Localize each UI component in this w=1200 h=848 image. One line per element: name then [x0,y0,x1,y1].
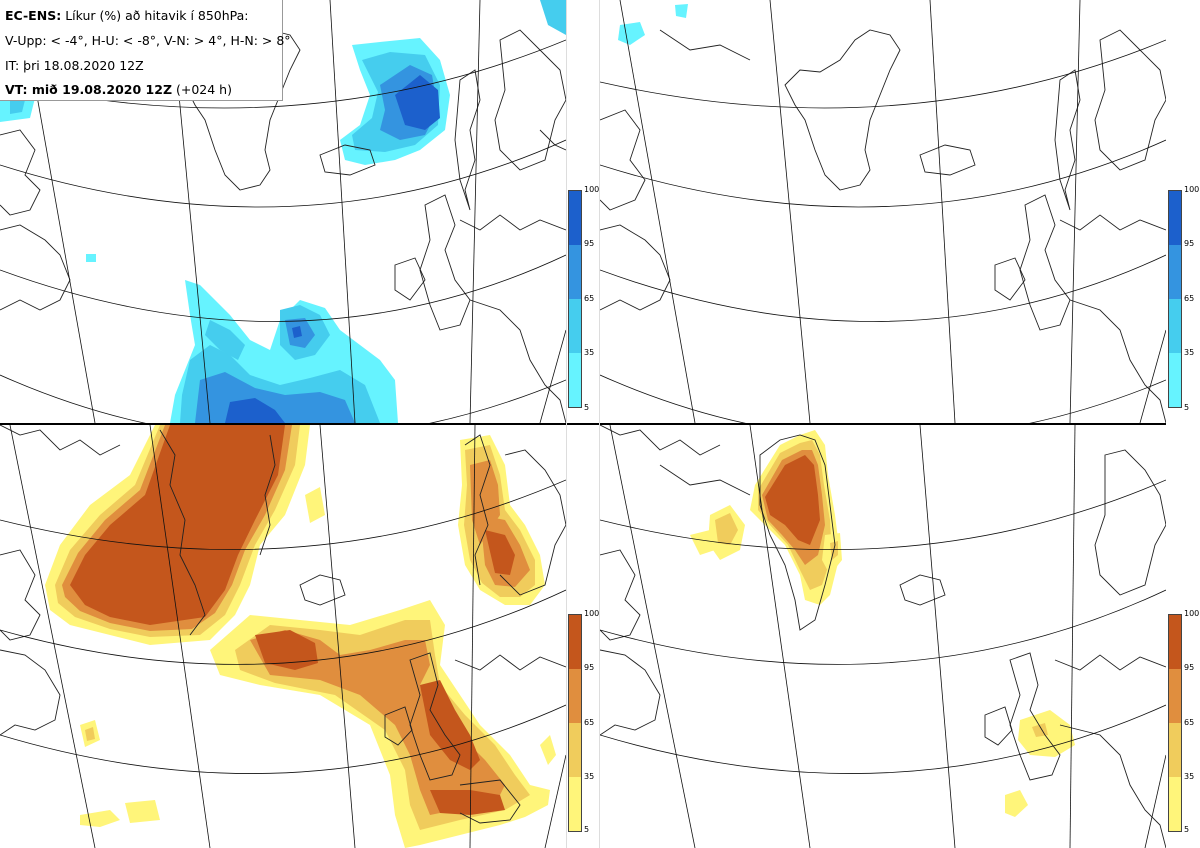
cbar-tick: 65 [584,718,595,727]
cbar-tick: 100 [1184,185,1200,194]
colorbar-top-right-ticks: 100 95 65 35 5 [1184,186,1200,412]
probability-shading [0,0,566,423]
colorbar-bottom-left-ticks: 100 95 65 35 5 [584,610,614,836]
panel-divider-vertical-right [599,0,600,848]
cbar-tick: 100 [584,609,600,618]
graticule [0,425,566,848]
cbar-tick: 95 [1184,239,1195,248]
map-panel-bottom-right [600,425,1166,848]
colorbar-bottom-right-ticks: 100 95 65 35 5 [1184,610,1200,836]
map-panel-top-left: EC-ENS: Líkur (%) að hitavik í 850hPa: V… [0,0,566,423]
map-panel-top-right [600,0,1166,423]
cbar-tick: 65 [1184,294,1195,303]
probability-shading [690,430,1075,817]
cbar-tick: 95 [584,663,595,672]
coastlines [0,425,566,824]
info-line-valid-time: VT: mið 19.08.2020 12Z (+024 h) [5,82,232,97]
colorbar-top-left-ticks: 100 95 65 35 5 [584,186,614,412]
graticule [600,425,1166,848]
colorbar-bottom-left [568,614,582,832]
cbar-tick: 35 [584,348,595,357]
cbar-tick: 5 [584,403,590,412]
info-line-init-time: IT: þri 18.08.2020 12Z [5,58,144,73]
cbar-tick: 35 [1184,348,1195,357]
cbar-tick: 35 [584,772,595,781]
probability-shading [618,4,688,45]
probability-shading [45,425,556,848]
panel-divider-horizontal [0,423,1166,425]
map-bottom-left [0,425,566,848]
map-top-left [0,0,566,423]
cbar-tick: 5 [1184,403,1190,412]
coastlines [600,29,1166,423]
map-top-right [600,0,1166,423]
map-panel-bottom-left [0,425,566,848]
cbar-tick: 95 [1184,663,1195,672]
info-line-legend: V-Upp: < -4°, H-U: < -8°, V-N: > 4°, H-N… [5,33,291,48]
cbar-tick: 65 [1184,718,1195,727]
map-bottom-right [600,425,1166,848]
colorbar-bottom-right [1168,614,1182,832]
info-line-model: EC-ENS: Líkur (%) að hitavik í 850hPa: [5,8,249,23]
cbar-tick: 35 [1184,772,1195,781]
forecast-info-box: EC-ENS: Líkur (%) að hitavik í 850hPa: V… [0,0,291,101]
cbar-tick: 100 [584,185,600,194]
colorbar-top-right [1168,190,1182,408]
graticule [600,0,1166,423]
cbar-tick: 5 [584,825,590,834]
cbar-tick: 100 [1184,609,1200,618]
cbar-tick: 65 [584,294,595,303]
cbar-tick: 5 [1184,825,1190,834]
graticule [0,0,566,423]
coastlines [600,425,1166,848]
colorbar-top-left [568,190,582,408]
panel-divider-vertical-left [566,0,567,848]
cbar-tick: 95 [584,239,595,248]
